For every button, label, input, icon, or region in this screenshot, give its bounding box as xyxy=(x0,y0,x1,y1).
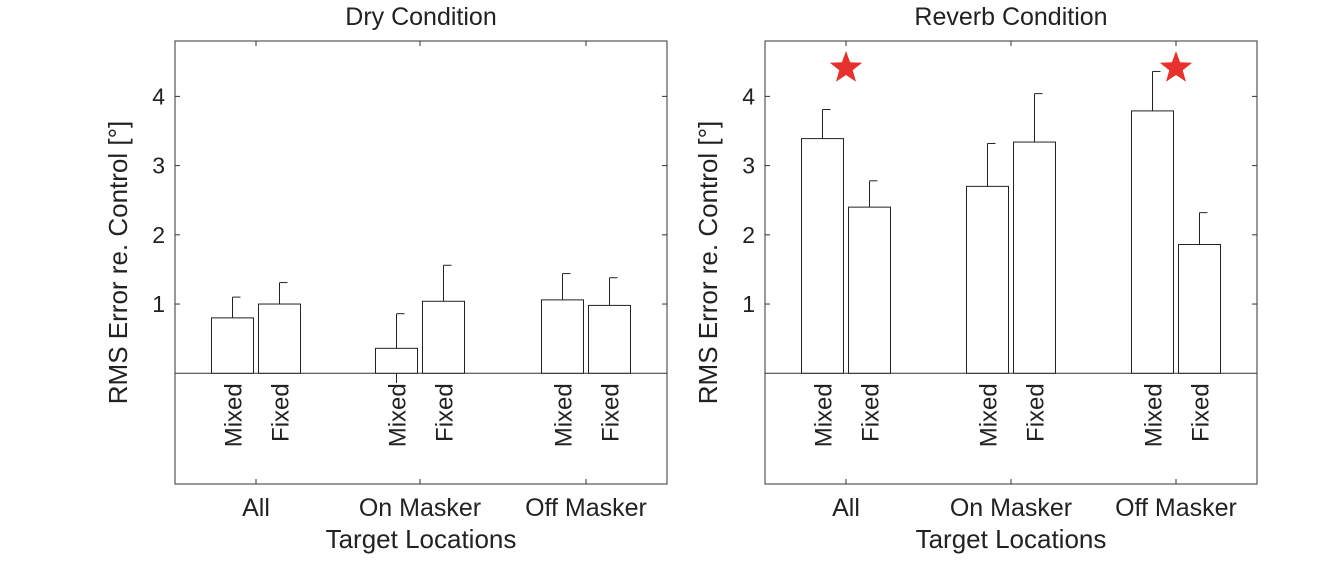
panel-1-bar-label-fixed: Fixed xyxy=(432,383,459,442)
panel-1-bar-mixed xyxy=(375,347,418,374)
panel-2-bar-label-fixed: Fixed xyxy=(1023,383,1050,442)
panel-2-bar-label-mixed: Mixed xyxy=(1141,383,1168,447)
panel-1-x-category-label: All xyxy=(242,494,270,522)
panel-2-x-category-label: Off Masker xyxy=(1115,494,1237,522)
panel-2-significance-star xyxy=(1159,51,1193,82)
panel-1-bar-label-fixed: Fixed xyxy=(598,383,625,442)
panel-2-bar-mixed xyxy=(966,185,1009,374)
panel-2-x-category-label: All xyxy=(832,494,860,522)
panel-2-bar-mixed xyxy=(801,138,844,374)
panel-2-significance-star xyxy=(829,51,863,82)
panel-2-bar-label-fixed: Fixed xyxy=(1188,383,1215,442)
panel-1-bar-mixed xyxy=(541,299,584,374)
panel-1-bar-fixed xyxy=(422,300,465,374)
panel-1-x-category-label: On Masker xyxy=(359,494,481,522)
panel-2-bar-fixed xyxy=(848,206,891,374)
panel-1-y-tick-label: 3 xyxy=(152,153,165,179)
panel-1-y-axis-label: RMS Error re. Control [°] xyxy=(103,121,133,404)
panel-1-bar-mixed xyxy=(211,317,254,374)
panel-1-bar-label-fixed: Fixed xyxy=(268,383,295,442)
panel-2-x-category-label: On Masker xyxy=(950,494,1072,522)
panel-1-bar-fixed xyxy=(588,304,631,374)
panel-1-y-tick-label: 4 xyxy=(152,83,165,109)
panel-1-y-tick-label: 2 xyxy=(152,222,165,248)
panel-2-bar-label-mixed: Mixed xyxy=(976,383,1003,447)
panel-1-bar-label-mixed: Mixed xyxy=(221,383,248,447)
panel-2-bar-fixed xyxy=(1178,244,1221,374)
panel-2-bar-fixed xyxy=(1013,141,1056,374)
panel-2-x-axis-label: Target Locations xyxy=(916,524,1107,554)
panel-1-y-tick-label: 1 xyxy=(152,291,165,317)
panel-1-bar-fixed xyxy=(258,303,301,374)
panel-2-y-tick-label: 2 xyxy=(742,222,755,248)
panel-1-plot-frame xyxy=(174,40,668,485)
panel-2-y-tick-label: 3 xyxy=(742,153,755,179)
panel-2-bar-label-mixed: Mixed xyxy=(811,383,838,447)
panel-1-bar-label-mixed: Mixed xyxy=(551,383,578,447)
panel-2-bar-mixed xyxy=(1131,110,1174,374)
panel-2-y-tick-label: 1 xyxy=(742,291,755,317)
panel-2-chart-title: Reverb Condition xyxy=(914,3,1107,31)
panel-2-y-tick-label: 4 xyxy=(742,83,755,109)
panel-1-x-category-label: Off Masker xyxy=(525,494,647,522)
panel-2-bar-label-fixed: Fixed xyxy=(858,383,885,442)
panel-1-bar-label-mixed: Mixed xyxy=(385,383,412,447)
panel-1-chart-title: Dry Condition xyxy=(345,3,496,31)
panel-1-x-axis-label: Target Locations xyxy=(326,524,517,554)
panel-2-y-axis-label: RMS Error re. Control [°] xyxy=(693,121,723,404)
